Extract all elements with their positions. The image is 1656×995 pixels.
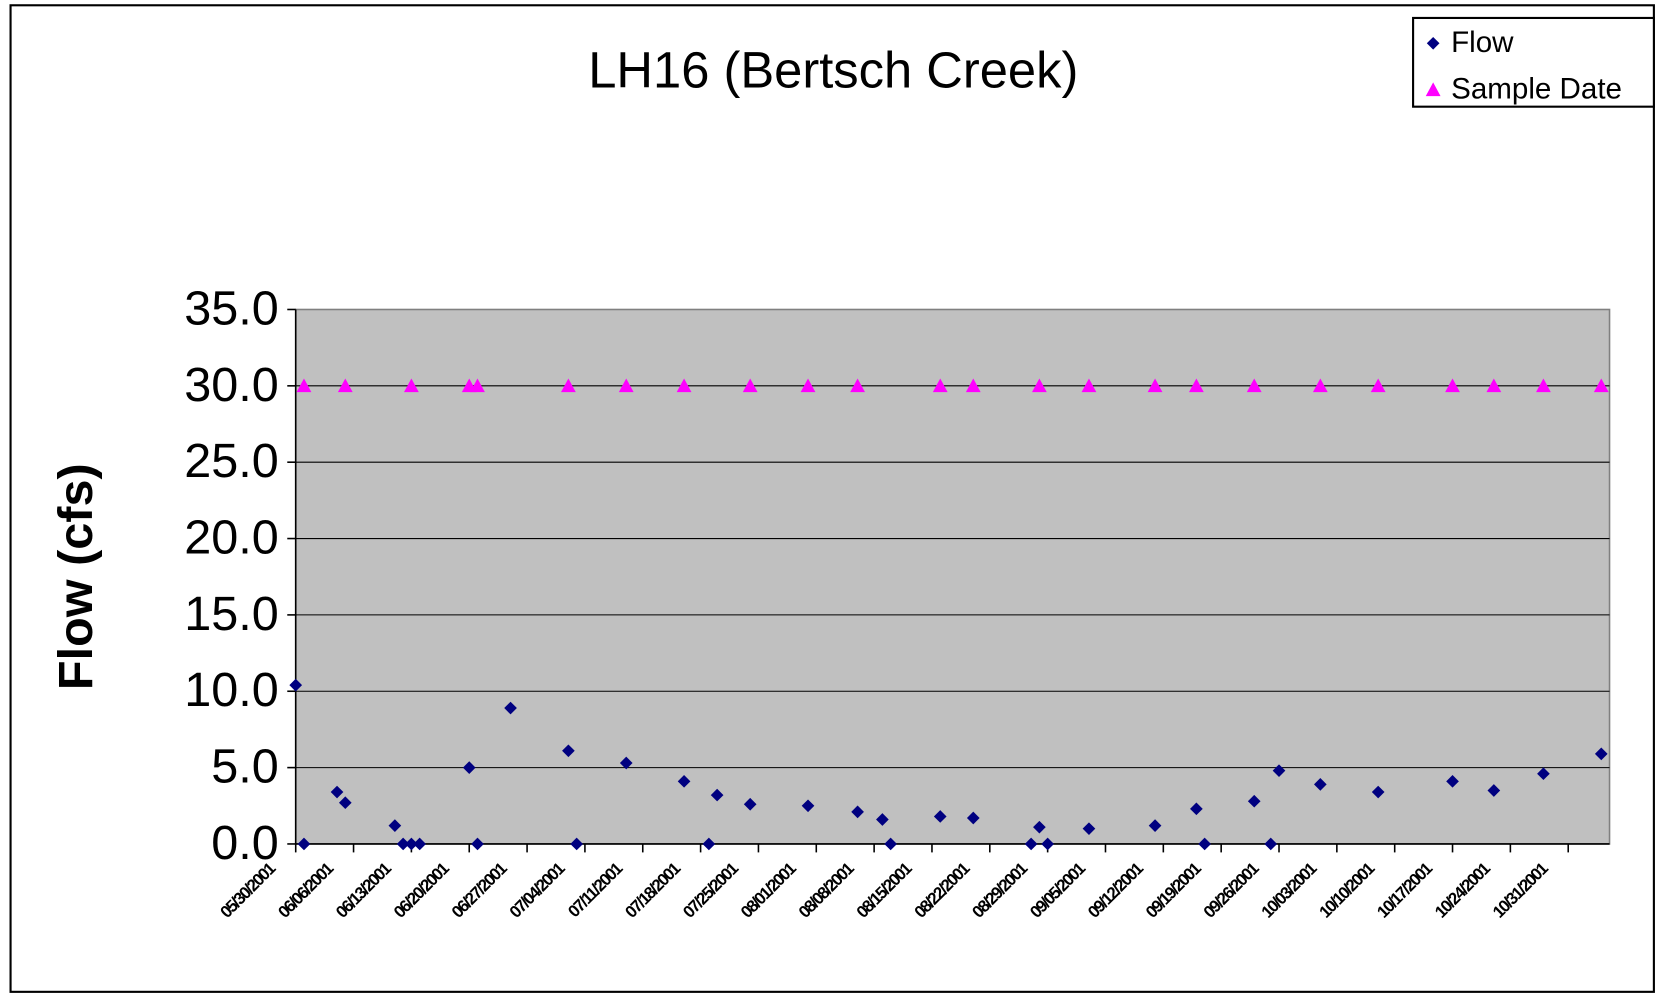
triangle-marker <box>337 378 353 393</box>
triangle-marker <box>965 378 981 393</box>
plot-area <box>294 308 1611 845</box>
diamond-marker <box>330 785 344 799</box>
diamond-marker <box>1148 819 1162 832</box>
legend <box>1412 16 1655 108</box>
triangle-marker <box>1246 378 1262 393</box>
y-tick-label: 25.0 <box>184 434 279 488</box>
triangle-marker <box>1486 378 1502 393</box>
diamond-marker <box>462 761 476 774</box>
triangle-marker <box>1536 378 1551 393</box>
triangle-marker <box>800 378 816 393</box>
triangle-marker <box>1593 378 1609 393</box>
y-tick-label: 35.0 <box>184 281 279 335</box>
y-tick-label: 20.0 <box>184 510 279 564</box>
triangle-marker <box>850 378 865 393</box>
y-tick-label: 5.0 <box>211 740 279 794</box>
triangle-marker <box>1081 378 1097 393</box>
triangle-marker <box>404 378 419 393</box>
triangle-marker <box>296 378 312 393</box>
triangle-marker <box>742 378 758 393</box>
y-tick-label: 10.0 <box>184 663 279 717</box>
diamond-marker <box>1371 785 1385 799</box>
legend-label: Flow <box>1451 26 1514 59</box>
triangle-marker <box>1031 378 1047 393</box>
triangle-marker <box>1147 378 1163 393</box>
y-axis-label: Flow (cfs) <box>49 463 103 690</box>
legend-marker <box>1425 82 1441 97</box>
triangle-marker <box>1312 378 1328 393</box>
diamond-marker <box>1033 820 1046 834</box>
diamond-marker <box>388 819 402 832</box>
triangle-marker <box>932 378 948 393</box>
triangle-marker <box>618 378 634 393</box>
y-tick-label: 15.0 <box>184 587 279 641</box>
y-tick-label: 30.0 <box>184 358 279 412</box>
triangle-marker <box>1445 378 1460 393</box>
triangle-marker <box>470 378 485 393</box>
triangle-marker <box>1370 378 1386 393</box>
y-tick-label: 0.0 <box>211 816 279 870</box>
triangle-marker <box>676 378 692 393</box>
diamond-marker <box>1247 794 1261 808</box>
chart-title: LH16 (Bertsch Creek) <box>588 41 1078 98</box>
triangle-marker <box>561 378 576 393</box>
diamond-marker <box>710 788 724 802</box>
legend-label: Sample Date <box>1451 73 1622 106</box>
diamond-marker <box>619 756 633 770</box>
diamond-marker <box>1272 764 1286 777</box>
triangle-marker <box>1188 378 1204 393</box>
